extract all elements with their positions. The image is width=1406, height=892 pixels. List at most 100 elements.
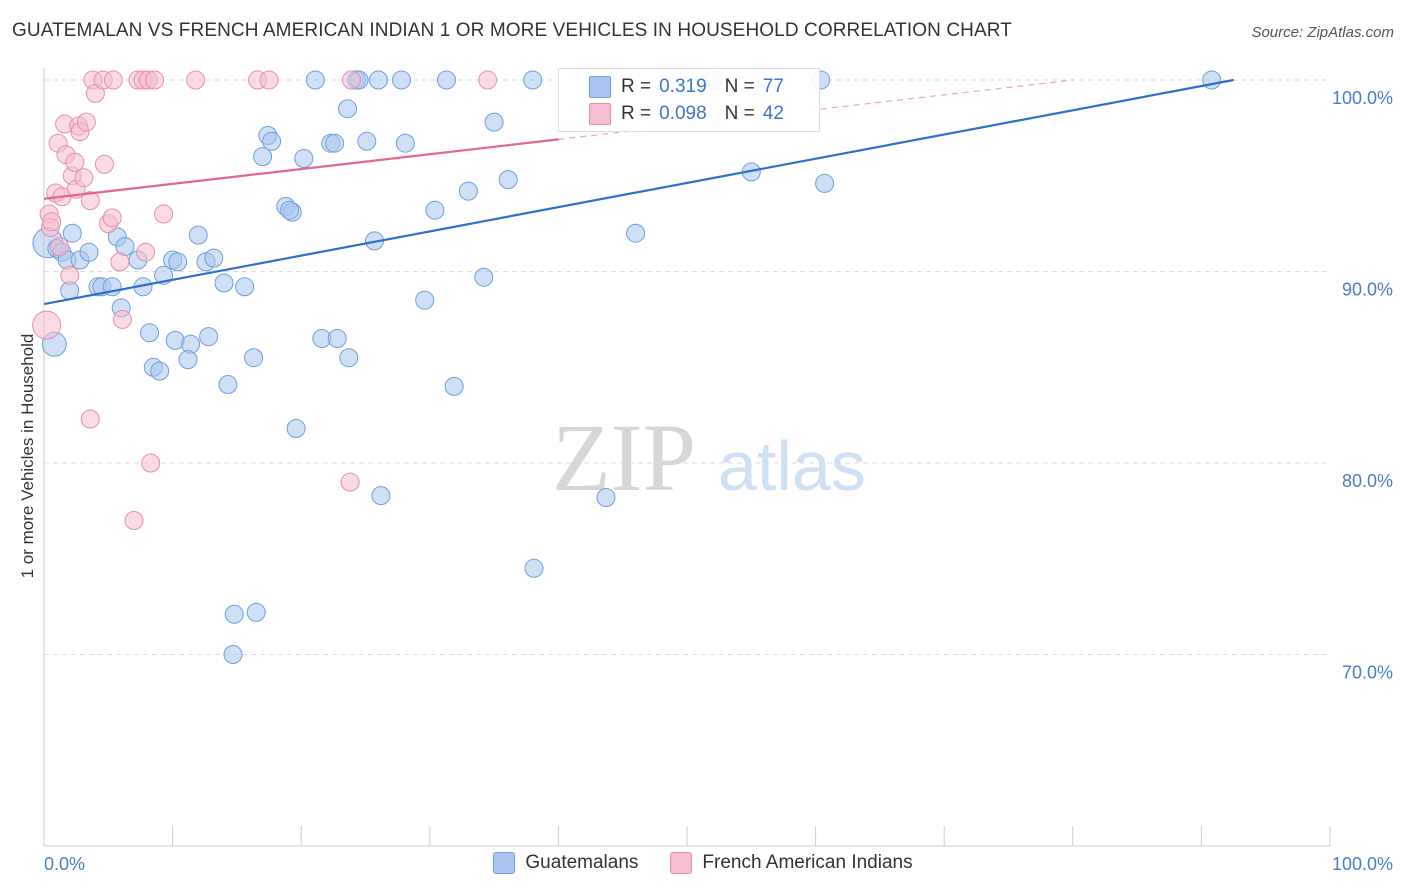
series-legend-label: Guatemalans bbox=[525, 852, 639, 873]
guatemalan-point bbox=[425, 200, 445, 220]
guatemalans-trend-line bbox=[43, 78, 1234, 306]
french-american-indian-point bbox=[136, 242, 156, 262]
legend-r-value: 0.098 bbox=[659, 103, 707, 124]
chart-title: GUATEMALAN VS FRENCH AMERICAN INDIAN 1 O… bbox=[12, 20, 1012, 41]
french-american-indian-point bbox=[102, 208, 122, 228]
series-swatch-blue bbox=[493, 852, 516, 874]
guatemalan-point bbox=[357, 131, 377, 151]
guatemalan-point bbox=[338, 99, 357, 119]
guatemalan-point bbox=[188, 225, 208, 245]
guatemalan-point bbox=[415, 290, 435, 310]
french-american-indian-point bbox=[112, 309, 132, 329]
guatemalan-point bbox=[286, 419, 306, 438]
guatemalan-point bbox=[498, 170, 518, 190]
guatemalan-point bbox=[235, 277, 255, 297]
points-layer bbox=[32, 70, 1222, 664]
legend-row-guatemalans: R = 0.319 N = 77 bbox=[589, 74, 784, 100]
guatemalan-point bbox=[199, 327, 219, 347]
guatemalan-point bbox=[523, 70, 543, 90]
watermark: ZIP atlas bbox=[552, 404, 866, 511]
correlation-legend: R = 0.319 N = 77 R = 0.098 N = 42 bbox=[558, 68, 820, 132]
series-legend-guatemalans[interactable]: Guatemalans bbox=[493, 852, 638, 874]
french-american-indian-point bbox=[32, 310, 62, 340]
guatemalan-point bbox=[458, 181, 478, 201]
guatemalan-point bbox=[325, 133, 345, 153]
guatemalan-point bbox=[168, 252, 188, 272]
legend-n-label: N = bbox=[724, 76, 755, 97]
series-legend: Guatemalans French American Indians bbox=[0, 852, 1406, 874]
guatemalan-point bbox=[371, 486, 391, 506]
guatemalan-point bbox=[62, 223, 82, 243]
y-tick-label: 100.0% bbox=[1332, 88, 1393, 108]
french-american-indian-point bbox=[60, 265, 80, 285]
guatemalan-point bbox=[262, 131, 282, 151]
guatemalan-point bbox=[437, 70, 456, 90]
french-american-indian-point bbox=[74, 168, 94, 188]
guatemalan-point bbox=[444, 376, 464, 396]
y-tick-label: 80.0% bbox=[1342, 471, 1393, 491]
guatemalan-point bbox=[218, 375, 238, 394]
french-american-indian-point bbox=[141, 453, 161, 473]
legend-n-value: 77 bbox=[762, 76, 784, 97]
guatemalan-point bbox=[79, 242, 99, 262]
legend-n-value: 42 bbox=[762, 103, 784, 124]
guatemalan-point bbox=[392, 70, 411, 90]
chart-source: Source: ZipAtlas.com bbox=[1251, 24, 1394, 41]
guatemalan-point bbox=[339, 348, 359, 368]
french-american-indian-point bbox=[80, 409, 100, 429]
guatemalan-point bbox=[224, 604, 244, 624]
french-american-indian-point bbox=[186, 70, 206, 90]
guatemalan-point bbox=[327, 329, 347, 348]
series-legend-label: French American Indians bbox=[702, 852, 913, 873]
guatemalan-point bbox=[524, 558, 544, 578]
grid-layer bbox=[44, 79, 1330, 655]
french-american-indian-point bbox=[42, 212, 62, 232]
guatemalan-point bbox=[294, 149, 314, 168]
x-tick-label-left: 0.0% bbox=[44, 854, 85, 874]
french-american-indian-point bbox=[76, 112, 96, 132]
french-american-indian-point bbox=[259, 70, 279, 90]
french-american-indian-point bbox=[478, 70, 498, 90]
series-legend-french-american-indians[interactable]: French American Indians bbox=[670, 852, 913, 874]
tick-labels: 0.0% 100.0% 100.0% 90.0% 80.0% 70.0% bbox=[44, 88, 1393, 874]
legend-r-label: R = bbox=[621, 103, 652, 124]
guatemalan-point bbox=[214, 273, 234, 293]
watermark-zip: ZIP bbox=[552, 404, 696, 511]
french-american-indian-point bbox=[103, 70, 123, 90]
guatemalan-point bbox=[305, 70, 325, 90]
french-american-indian-point bbox=[80, 191, 100, 211]
guatemalan-point bbox=[484, 112, 504, 132]
legend-r-label: R = bbox=[621, 76, 652, 97]
guatemalan-point bbox=[368, 70, 388, 90]
french-american-indian-point bbox=[340, 472, 360, 492]
watermark-atlas: atlas bbox=[718, 427, 866, 505]
guatemalan-point bbox=[280, 200, 300, 220]
guatemalan-point bbox=[474, 267, 494, 287]
french-american-indian-point bbox=[341, 70, 361, 90]
guatemalan-point bbox=[178, 350, 198, 370]
guatemalan-point bbox=[244, 348, 264, 368]
guatemalan-point bbox=[626, 223, 646, 243]
guatemalan-point bbox=[395, 133, 415, 153]
legend-swatch-pink bbox=[589, 103, 611, 125]
x-tick-label-right: 100.0% bbox=[1332, 854, 1393, 874]
french-american-indian-point bbox=[154, 204, 174, 224]
french-american-indian-point bbox=[49, 237, 69, 257]
legend-swatch-blue bbox=[589, 76, 611, 98]
series-swatch-pink bbox=[670, 852, 693, 874]
french-american-indian-point bbox=[124, 511, 144, 530]
guatemalan-point bbox=[140, 323, 159, 343]
french-american-indian-point bbox=[110, 252, 130, 272]
guatemalan-point bbox=[150, 361, 170, 381]
guatemalan-point bbox=[596, 488, 616, 507]
legend-row-french-american-indians: R = 0.098 N = 42 bbox=[589, 101, 784, 127]
y-tick-label: 70.0% bbox=[1342, 663, 1393, 683]
guatemalan-point bbox=[223, 645, 243, 664]
french-american-indian-point bbox=[145, 70, 165, 90]
legend-r-value: 0.319 bbox=[659, 76, 707, 97]
guatemalan-point bbox=[253, 147, 273, 167]
guatemalan-point bbox=[246, 602, 266, 622]
french-american-indian-point bbox=[94, 154, 114, 174]
guatemalan-point bbox=[815, 173, 835, 193]
